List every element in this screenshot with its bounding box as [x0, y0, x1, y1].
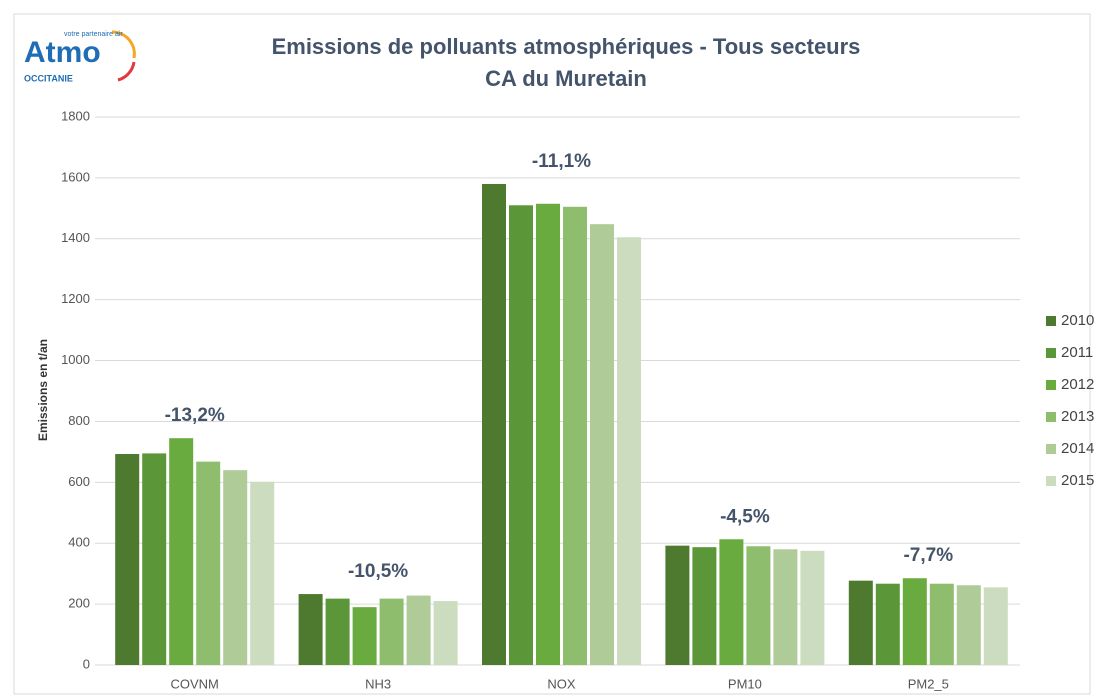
bar — [482, 183, 506, 665]
bar — [956, 585, 981, 665]
bar — [665, 545, 690, 665]
logo: Atmo OCCITANIE votre partenaire air — [24, 30, 136, 83]
bar — [875, 583, 900, 665]
x-tick-label: PM10 — [728, 676, 762, 691]
annotation: -13,2% — [165, 405, 225, 426]
legend-label: 2013 — [1061, 408, 1094, 425]
legend-label: 2014 — [1061, 440, 1094, 457]
annotation: -11,1% — [532, 151, 591, 172]
legend-swatch — [1046, 444, 1056, 454]
logo-arc — [111, 30, 136, 59]
annotation: -10,5% — [348, 561, 408, 582]
bar — [902, 578, 927, 665]
chart-subtitle: CA du Muretain — [485, 66, 647, 91]
logo-name: Atmo — [24, 36, 101, 69]
y-tick-label: 1400 — [61, 230, 90, 245]
bar — [352, 607, 377, 665]
annotation: -4,5% — [720, 506, 770, 527]
chart-title: Emissions de polluants atmosphériques - … — [272, 34, 861, 59]
y-tick-label: 1600 — [61, 169, 90, 184]
y-tick-label: 1000 — [61, 352, 90, 367]
bar — [983, 587, 1008, 665]
bar — [800, 550, 825, 665]
bar — [406, 595, 431, 665]
y-tick-label: 1800 — [61, 108, 90, 123]
bar — [142, 453, 167, 665]
legend-swatch — [1046, 348, 1056, 358]
legend-label: 2011 — [1061, 344, 1093, 361]
logo-region: OCCITANIE — [24, 73, 73, 83]
bar — [115, 454, 140, 665]
x-tick-label: NOX — [547, 676, 576, 691]
y-tick-label: 200 — [68, 596, 90, 611]
bar — [719, 539, 744, 665]
legend-swatch — [1046, 380, 1056, 390]
bar — [929, 583, 954, 665]
y-axis-label: Emissions en t/an — [36, 339, 50, 441]
bar — [848, 580, 873, 665]
x-tick-label: NH3 — [365, 676, 391, 691]
bar — [223, 470, 248, 665]
y-tick-label: 400 — [68, 535, 90, 550]
legend-swatch — [1046, 316, 1056, 326]
logo-tagline: votre partenaire air — [64, 31, 123, 38]
bar — [379, 598, 404, 665]
y-tick-label: 600 — [68, 474, 90, 489]
legend-label: 2015 — [1061, 472, 1094, 489]
legend-label: 2010 — [1061, 312, 1094, 329]
annotation: -7,7% — [903, 545, 953, 566]
bar — [773, 549, 798, 665]
y-tick-label: 800 — [68, 413, 90, 428]
bar — [196, 461, 221, 665]
bar — [536, 203, 560, 665]
bar — [617, 237, 641, 665]
bar — [169, 438, 194, 665]
x-tick-label: COVNM — [171, 676, 219, 691]
bar — [746, 546, 771, 665]
bar — [509, 205, 533, 666]
y-tick-label: 1200 — [61, 291, 90, 306]
bar — [563, 206, 587, 666]
bar — [325, 598, 350, 665]
legend-swatch — [1046, 412, 1056, 422]
bar — [692, 547, 717, 665]
legend-label: 2012 — [1061, 376, 1094, 393]
bar — [433, 601, 458, 665]
y-tick-label: 0 — [83, 656, 90, 671]
legend-swatch — [1046, 476, 1056, 486]
bar — [250, 481, 275, 665]
bar — [590, 224, 614, 666]
x-tick-label: PM2_5 — [908, 676, 949, 691]
bar — [298, 594, 323, 665]
logo-arc — [117, 61, 136, 82]
